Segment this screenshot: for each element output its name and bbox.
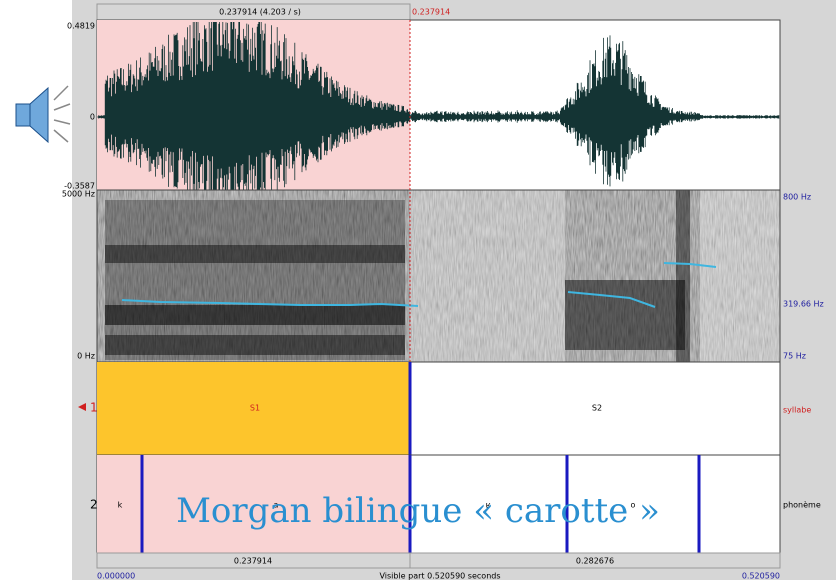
praat-window: 0.237914 (4.203 / s) 0.237914 0.4819 0 -… xyxy=(0,0,836,580)
spectrogram xyxy=(97,190,780,362)
interval-label: S1 xyxy=(250,404,260,413)
tier-name: phonème xyxy=(783,500,821,510)
pitch-max: 800 Hz xyxy=(783,193,811,202)
tier-number: 1 xyxy=(90,401,98,415)
frequency-max: 5000 Hz xyxy=(62,190,95,199)
tier-number: 2 xyxy=(90,498,98,512)
interval-label: k xyxy=(118,501,123,510)
amplitude-zero: 0 xyxy=(90,113,95,122)
start-time: 0.000000 xyxy=(97,572,135,580)
overlay-title: Morgan bilingue « carotte » xyxy=(176,491,660,531)
selection-label: 0.237914 (4.203 / s) xyxy=(219,8,301,17)
tier-name: syllabe xyxy=(783,406,811,415)
visible-part: Visible part 0.520590 seconds xyxy=(379,572,500,580)
time-label: 0.282676 xyxy=(576,557,614,566)
frequency-min: 0 Hz xyxy=(77,352,95,361)
interval-label: S2 xyxy=(592,404,602,413)
pitch-min: 75 Hz xyxy=(783,352,806,361)
pitch-value: 319.66 Hz xyxy=(783,300,824,309)
time-label: 0.237914 xyxy=(234,557,272,566)
cursor-label: 0.237914 xyxy=(412,8,450,17)
amplitude-max: 0.4819 xyxy=(67,22,95,31)
end-time: 0.520590 xyxy=(742,572,780,580)
play-icon[interactable] xyxy=(16,86,70,142)
